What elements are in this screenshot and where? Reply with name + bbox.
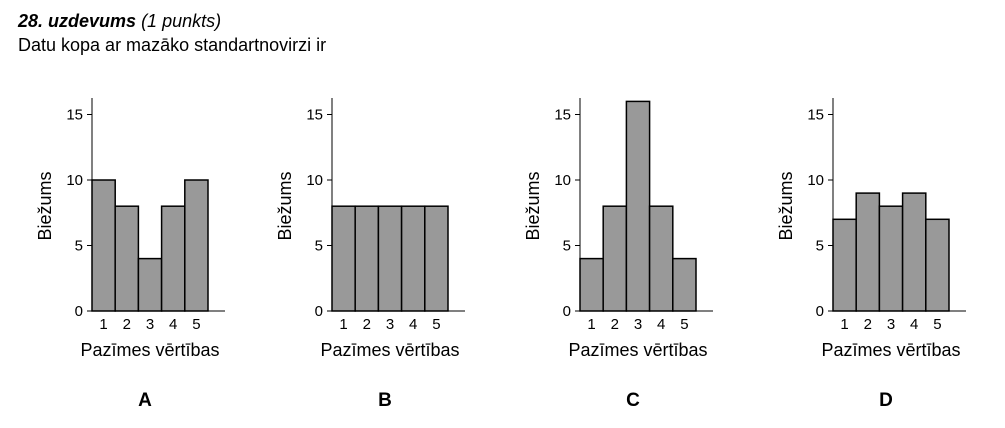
- bar-c-5: [672, 257, 697, 312]
- bar-b-3: [377, 205, 403, 312]
- y-axis-label: Biežums: [275, 171, 295, 240]
- x-tick-label: 5: [192, 316, 200, 333]
- task-number: 28. uzdevums: [18, 11, 137, 31]
- y-tick-label: 15: [306, 107, 323, 124]
- x-tick-label: 2: [363, 316, 371, 333]
- y-tick-label: 10: [807, 172, 824, 189]
- x-tick-label: 5: [933, 316, 941, 333]
- bar-b-1: [331, 205, 356, 312]
- x-tick-label: 3: [146, 316, 154, 333]
- x-tick-label: 5: [432, 316, 440, 333]
- y-tick-label: 0: [75, 303, 83, 320]
- task-heading: 28. uzdevums (1 punkts): [18, 10, 221, 32]
- bar-c-4: [648, 205, 674, 312]
- y-tick-label: 10: [306, 172, 323, 189]
- y-tick-label: 5: [75, 238, 83, 255]
- x-tick-label: 5: [680, 316, 688, 333]
- x-axis-label: Pazīmes vērtības: [320, 340, 459, 360]
- x-axis-label: Pazīmes vērtības: [80, 340, 219, 360]
- bar-b-4: [400, 205, 426, 312]
- y-tick-label: 5: [816, 238, 824, 255]
- x-tick-label: 4: [910, 316, 918, 333]
- option-label: C: [626, 390, 640, 411]
- y-axis-label: Biežums: [523, 171, 543, 240]
- option-label: D: [879, 390, 893, 411]
- y-tick-label: 0: [315, 303, 323, 320]
- bar-c-2: [602, 205, 628, 312]
- x-tick-label: 4: [409, 316, 417, 333]
- y-tick-label: 0: [563, 303, 571, 320]
- x-tick-label: 2: [864, 316, 872, 333]
- x-tick-label: 1: [339, 316, 347, 333]
- option-label: A: [138, 390, 152, 411]
- x-tick-label: 4: [169, 316, 177, 333]
- bar-b-5: [424, 205, 449, 312]
- bar-a-5: [184, 179, 209, 312]
- x-axis-label: Pazīmes vērtības: [568, 340, 707, 360]
- y-tick-label: 15: [807, 107, 824, 124]
- bar-a-1: [91, 179, 116, 312]
- bar-a-2: [114, 205, 140, 312]
- y-axis-label: Biežums: [35, 171, 55, 240]
- bar-d-2: [855, 192, 881, 312]
- x-tick-label: 3: [887, 316, 895, 333]
- y-axis-label: Biežums: [776, 171, 796, 240]
- bar-b-2: [354, 205, 380, 312]
- y-tick-label: 5: [315, 238, 323, 255]
- bar-c-3: [625, 100, 651, 312]
- y-tick-label: 15: [66, 107, 83, 124]
- bar-d-1: [832, 218, 857, 312]
- bar-a-4: [160, 205, 186, 312]
- x-tick-label: 3: [386, 316, 394, 333]
- bar-d-3: [878, 205, 904, 312]
- y-tick-label: 15: [554, 107, 571, 124]
- task-question: Datu kopa ar mazāko standartnovirzi ir: [18, 35, 327, 55]
- bar-a-3: [137, 257, 163, 312]
- x-tick-label: 1: [840, 316, 848, 333]
- y-tick-label: 10: [66, 172, 83, 189]
- x-tick-label: 2: [123, 316, 131, 333]
- bar-d-5: [925, 218, 950, 312]
- option-label: B: [378, 390, 392, 411]
- y-tick-label: 0: [816, 303, 824, 320]
- y-tick-label: 10: [554, 172, 571, 189]
- x-tick-label: 2: [611, 316, 619, 333]
- bar-d-4: [901, 192, 927, 312]
- task-points: (1 punkts): [141, 11, 222, 31]
- x-axis-label: Pazīmes vērtības: [821, 340, 960, 360]
- x-tick-label: 1: [99, 316, 107, 333]
- x-tick-label: 3: [634, 316, 642, 333]
- bar-c-1: [579, 257, 604, 312]
- y-tick-label: 5: [563, 238, 571, 255]
- x-tick-label: 1: [587, 316, 595, 333]
- x-tick-label: 4: [657, 316, 665, 333]
